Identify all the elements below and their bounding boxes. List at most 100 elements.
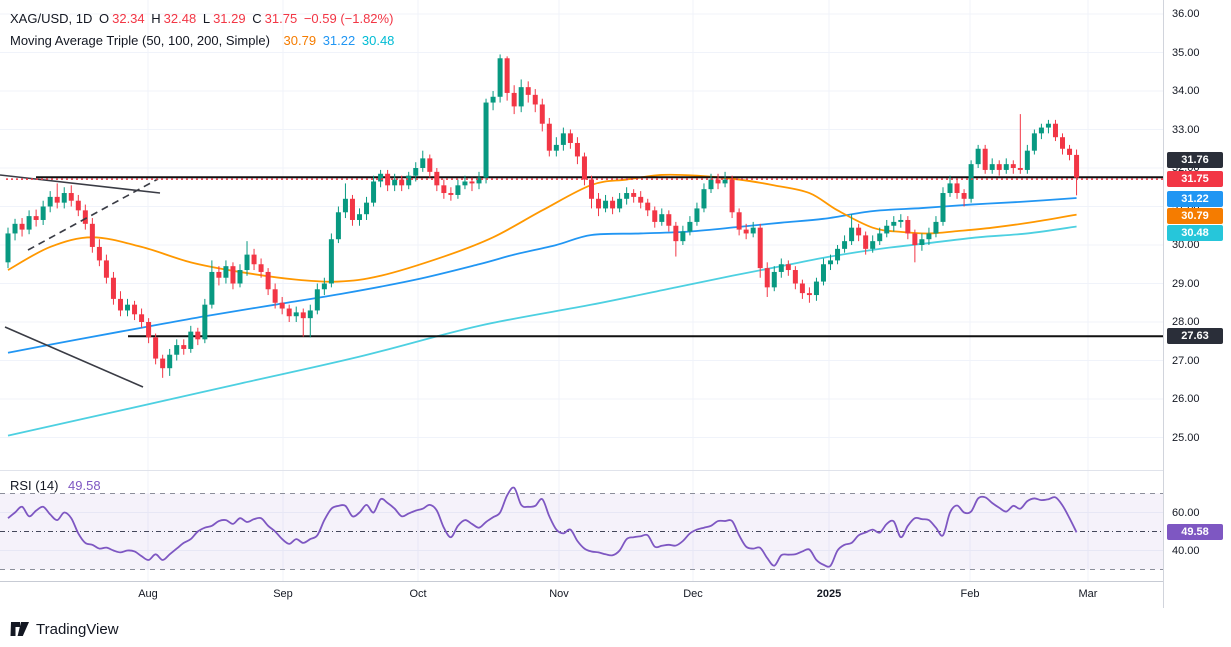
candle: [237, 270, 243, 284]
candle: [652, 210, 658, 222]
candle: [321, 283, 327, 290]
time-axis-label: Mar: [1078, 588, 1098, 600]
price-tick-label: 35.00: [1172, 46, 1200, 59]
candle: [624, 193, 630, 199]
rsi-tick-label: 40.00: [1172, 544, 1200, 557]
rsi-indicator-legend[interactable]: RSI (14) 49.58: [10, 477, 104, 494]
price-tick-label: 27.00: [1172, 354, 1200, 367]
candle: [813, 281, 819, 296]
ma200-line[interactable]: [7, 225, 1077, 437]
price-axis[interactable]: 36.0035.0034.0033.0032.0031.0030.0029.00…: [1163, 0, 1231, 608]
candle: [392, 179, 398, 186]
candle: [328, 239, 334, 284]
candle: [5, 233, 11, 263]
time-axis[interactable]: Aug Sep Oct Nov Dec 2025 Feb Mar: [0, 581, 1163, 609]
candle: [349, 198, 355, 220]
price-tick-label: 36.00: [1172, 8, 1200, 20]
candle: [153, 337, 159, 359]
price-badge: 27.63: [1167, 328, 1223, 344]
candle: [504, 58, 510, 93]
ma100-line[interactable]: [7, 197, 1077, 354]
price-tick-label: 25.00: [1172, 431, 1200, 444]
candle: [975, 148, 981, 165]
symbol-legend[interactable]: XAG/USD, 1D O 32.34 H 32.48 L 31.29 C 31.75 …: [10, 10, 396, 27]
candle: [574, 142, 580, 157]
candle: [364, 202, 370, 215]
candle: [96, 246, 102, 261]
candle: [26, 216, 32, 230]
high-value: 32.48: [163, 11, 197, 26]
candle: [771, 271, 777, 288]
candle: [870, 241, 876, 249]
candle: [462, 181, 468, 186]
time-axis-label: Oct: [409, 588, 427, 600]
close-label: C: [252, 11, 262, 26]
candle: [1045, 123, 1051, 128]
price-tick-label: 33.00: [1172, 123, 1200, 136]
candle: [357, 214, 362, 220]
candle: [300, 312, 306, 319]
candle: [743, 229, 749, 234]
candle: [884, 225, 890, 234]
candle: [539, 104, 545, 124]
candle: [146, 322, 152, 338]
symbol-title: XAG/USD, 1D: [10, 11, 93, 26]
ma-indicator-legend[interactable]: Moving Average Triple (50, 100, 200, Sim…: [10, 32, 397, 49]
candle: [933, 221, 939, 234]
candle: [961, 193, 967, 199]
candle: [842, 241, 848, 249]
candle: [778, 264, 784, 272]
candle: [701, 189, 707, 209]
rsi-tick-label: 60.00: [1172, 506, 1200, 519]
candle: [490, 96, 496, 103]
candle: [448, 193, 454, 195]
candle: [335, 212, 341, 240]
candles[interactable]: [5, 54, 1080, 378]
candle: [905, 219, 911, 234]
ma50-line[interactable]: [7, 173, 1077, 283]
time-axis-label: Nov: [549, 588, 569, 600]
candle: [659, 214, 665, 222]
tradingview-attribution[interactable]: TradingView: [10, 620, 119, 638]
price-tick-label: 30.00: [1172, 239, 1200, 251]
close-value: 31.75: [264, 11, 298, 26]
candle: [694, 208, 700, 222]
trendline-annotations[interactable]: [0, 174, 161, 388]
price-chart-canvas[interactable]: [0, 0, 1163, 581]
price-badge: 31.22: [1167, 191, 1223, 207]
rsi-line[interactable]: [7, 486, 1078, 568]
candle: [511, 92, 517, 107]
ma100-value: 31.22: [322, 33, 356, 48]
candle: [736, 212, 742, 230]
candle: [750, 227, 756, 234]
candle: [708, 179, 714, 190]
candle: [47, 196, 53, 207]
candle: [581, 156, 587, 180]
price-badge: 30.79: [1167, 208, 1223, 224]
candle: [1017, 168, 1023, 170]
candle: [258, 264, 264, 272]
candle: [1052, 123, 1058, 138]
candle: [792, 270, 798, 284]
candle: [307, 310, 313, 319]
candle: [546, 123, 552, 151]
open-value: 32.34: [112, 11, 145, 26]
candle: [532, 94, 538, 105]
candle: [406, 175, 412, 186]
candle: [588, 179, 594, 199]
candle: [1031, 133, 1037, 151]
candle: [314, 289, 320, 311]
high-label: H: [151, 11, 161, 26]
candle: [174, 345, 180, 355]
candle: [441, 185, 447, 194]
candle: [54, 196, 60, 203]
low-value: 31.29: [213, 11, 246, 26]
tradingview-logo-text: TradingView: [36, 620, 119, 638]
candle: [342, 198, 348, 213]
tradingview-logo-icon: [10, 622, 29, 636]
candle: [596, 198, 602, 209]
candle: [553, 144, 559, 151]
candle: [673, 225, 679, 242]
candle: [371, 181, 377, 203]
candle: [265, 271, 271, 290]
